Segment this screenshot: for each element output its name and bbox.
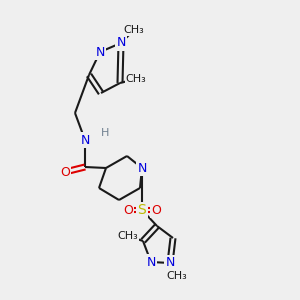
Text: CH₃: CH₃ — [167, 271, 188, 281]
Text: S: S — [138, 203, 146, 217]
Text: H: H — [101, 128, 109, 138]
Text: N: N — [146, 256, 156, 268]
Text: N: N — [116, 37, 126, 50]
Text: N: N — [137, 161, 147, 175]
Text: CH₃: CH₃ — [124, 25, 144, 35]
Text: N: N — [80, 134, 90, 146]
Text: CH₃: CH₃ — [118, 231, 138, 241]
Text: N: N — [95, 46, 105, 59]
Text: N: N — [165, 256, 175, 269]
Text: O: O — [151, 203, 161, 217]
Text: O: O — [60, 166, 70, 178]
Text: O: O — [123, 203, 133, 217]
Text: CH₃: CH₃ — [126, 74, 146, 84]
